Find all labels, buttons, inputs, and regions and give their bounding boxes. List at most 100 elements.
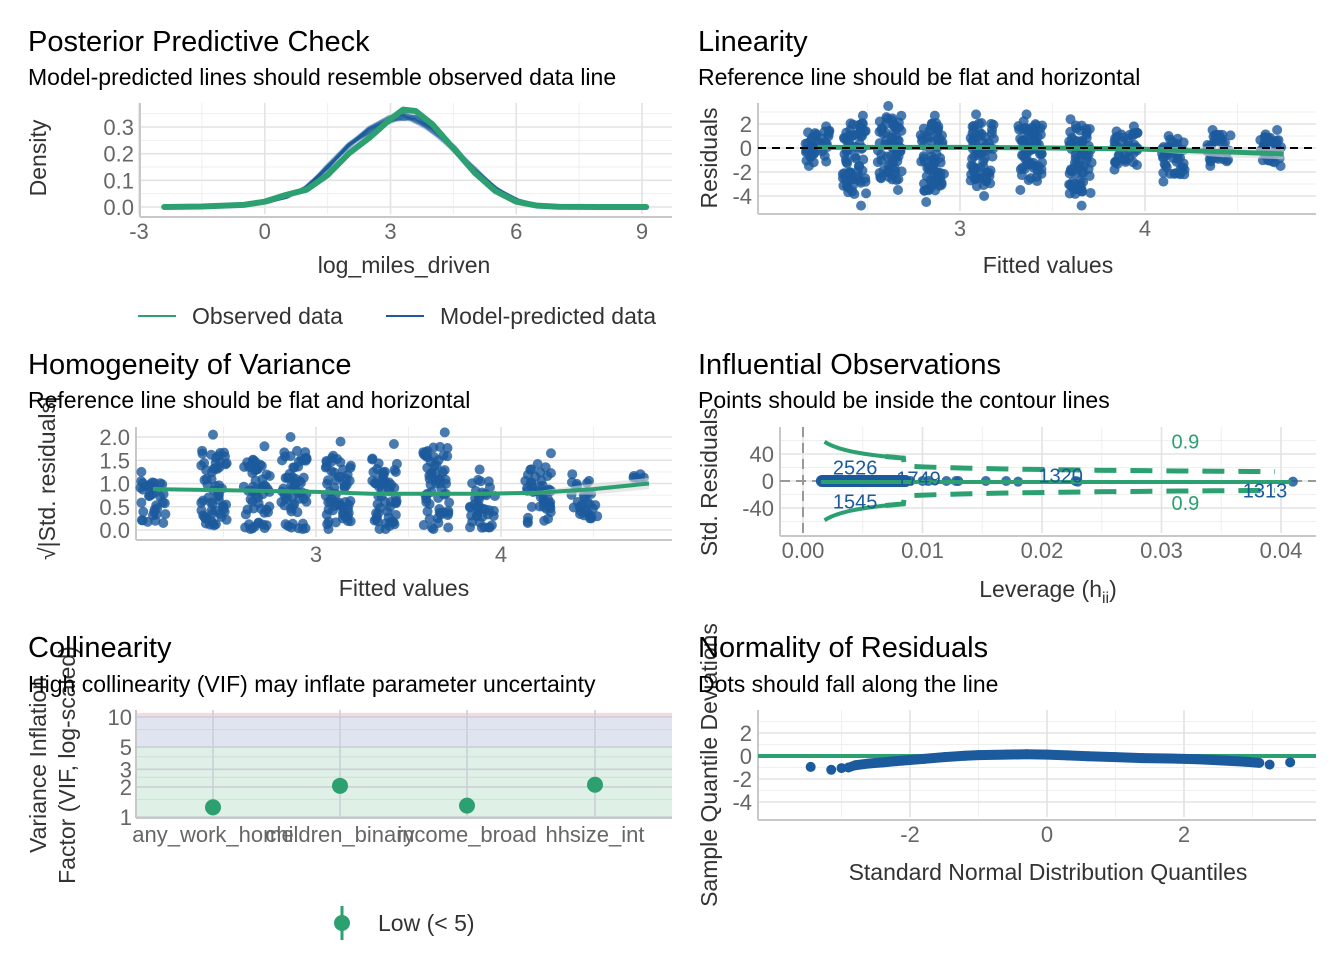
y-tick-label: 2 [120, 775, 132, 800]
panel-influential-observations: Influential Observations 0.9 0.9 2526 1545… [696, 349, 1316, 607]
std-residual-point [592, 511, 603, 522]
std-residual-point [240, 522, 251, 533]
vif-point [459, 797, 475, 814]
qq-point [826, 764, 837, 775]
residual-point [891, 151, 902, 162]
residual-point [918, 153, 929, 164]
linearity-x-axis-label: Fitted values [983, 252, 1113, 278]
std-residual-point [280, 451, 291, 462]
collinearity-zones [136, 712, 672, 817]
normality-subtitle: Dots should fall along the line [698, 671, 998, 697]
std-residual-point [542, 471, 553, 482]
x-tick-label: 0.04 [1260, 538, 1303, 563]
ppc-title: Posterior Predictive Check [28, 26, 370, 58]
residual-point [854, 119, 865, 130]
residual-point [929, 110, 940, 121]
point-label: 1313 [1243, 480, 1288, 502]
residual-point [845, 118, 856, 129]
residual-point [927, 181, 938, 192]
residual-point [856, 200, 867, 211]
influential-x-axis-label: Leverage (hii) [979, 576, 1117, 607]
qq-point [850, 760, 861, 771]
observed-density-line [161, 106, 650, 210]
residual-point [1118, 132, 1129, 143]
residual-point [861, 188, 872, 199]
residual-point [1073, 154, 1084, 165]
legend-label-low: Low (< 5) [378, 910, 475, 936]
influential-contours: 0.9 0.9 [823, 432, 1276, 522]
std-residual-point [293, 456, 304, 467]
std-residual-point [444, 497, 455, 508]
std-residual-point [263, 507, 274, 518]
std-residual-point [443, 522, 454, 533]
std-residual-point [201, 465, 212, 476]
qq-point [918, 753, 929, 764]
x-tick-label: 0.01 [901, 538, 944, 563]
std-residual-point [289, 478, 300, 489]
x-tick-label: 3 [310, 542, 322, 567]
std-residual-point [345, 462, 356, 473]
residual-point [1085, 187, 1096, 198]
std-residual-point [466, 510, 477, 521]
std-residual-point [261, 520, 272, 531]
residual-point [921, 197, 932, 207]
residual-point [874, 126, 885, 137]
std-residual-point [442, 443, 453, 454]
residual-point [849, 151, 860, 162]
y-tick-label: 0 [740, 136, 752, 161]
residual-point [969, 174, 980, 185]
panel-homogeneity-of-variance: Homogeneity of Variance 3 4 0.00.51.01.52.… [28, 349, 672, 601]
std-residual-point [160, 509, 171, 520]
x-tick-label: 6 [510, 219, 522, 244]
legend-label-observed: Observed data [192, 303, 343, 329]
std-residual-point [323, 504, 334, 515]
residual-point [803, 127, 814, 138]
std-residual-point [383, 512, 394, 523]
x-tick-label: -3 [129, 219, 149, 244]
y-tick-label: 1.5 [99, 448, 130, 473]
std-residual-point [136, 497, 147, 508]
std-residual-point [200, 513, 211, 524]
qq-point [1110, 752, 1121, 763]
collinearity-title: Collinearity [28, 632, 172, 664]
std-residual-point [207, 499, 218, 510]
residual-point [1129, 129, 1140, 140]
residual-point [857, 110, 868, 121]
std-residual-point [488, 505, 499, 516]
normality-points [805, 749, 1296, 775]
influential-x-label-main: Leverage (h [979, 576, 1102, 602]
qq-point [1240, 756, 1251, 767]
residual-point [1206, 154, 1217, 165]
std-residual-point [342, 510, 353, 521]
residual-point [857, 130, 868, 141]
std-residual-point [250, 457, 261, 468]
qq-point [1192, 754, 1203, 765]
residual-point [1165, 134, 1176, 145]
x-tick-label: children_binary [265, 822, 414, 847]
std-residual-point [207, 508, 218, 519]
std-residual-point [136, 476, 147, 487]
qq-point [1220, 755, 1231, 766]
residual-point [931, 149, 942, 160]
residual-point [1211, 129, 1222, 140]
residual-point [1174, 168, 1185, 179]
point-label: 2526 [833, 458, 878, 480]
residual-point [875, 172, 886, 183]
residual-point [896, 110, 907, 121]
residual-point [1131, 160, 1142, 171]
std-residual-point [426, 467, 437, 478]
residual-point [1076, 200, 1087, 211]
qq-point [1083, 751, 1094, 762]
residual-point [975, 148, 986, 159]
x-tick-label: 2 [1178, 822, 1190, 847]
std-residual-point [149, 504, 160, 515]
y-tick-label: 0.5 [99, 495, 130, 520]
normality-axis-ticks: -2 0 220-2-4 [732, 721, 1190, 847]
std-residual-point [377, 468, 388, 479]
std-residual-point [374, 523, 385, 534]
residual-point [1075, 162, 1086, 173]
residual-point [1255, 135, 1266, 146]
residual-point [1016, 170, 1027, 181]
std-residual-point [566, 477, 577, 488]
qq-point [939, 752, 950, 763]
